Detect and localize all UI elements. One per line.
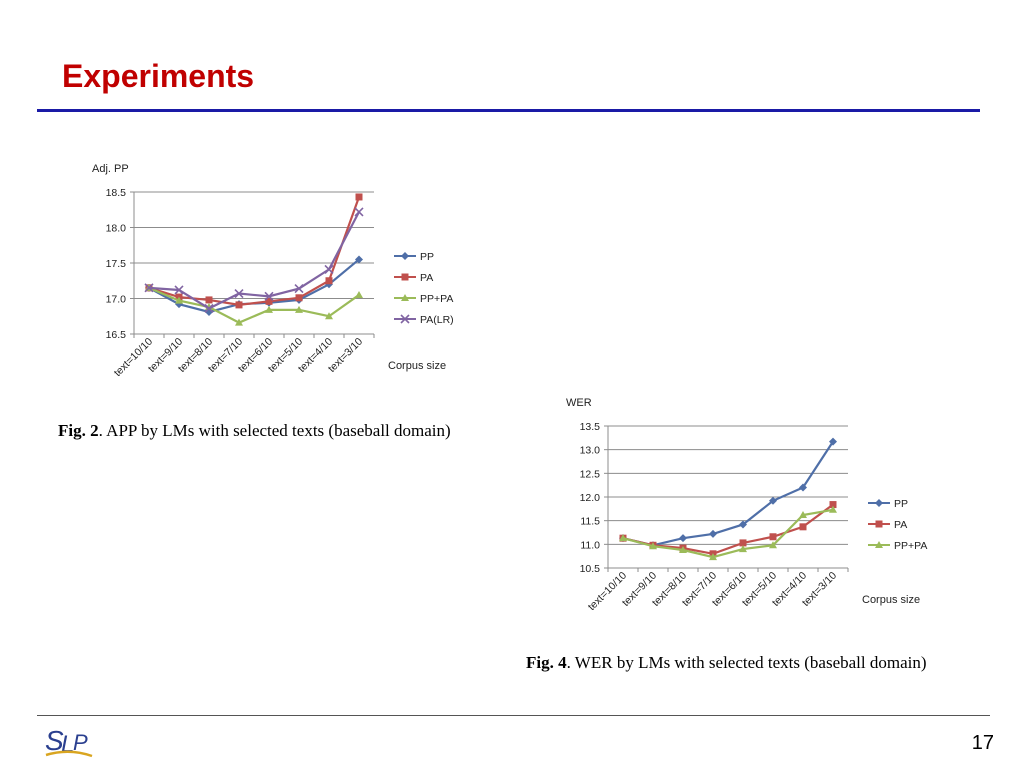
- data-point: [325, 280, 333, 289]
- data-point: [649, 542, 657, 550]
- legend-marker: [875, 541, 883, 548]
- data-point: [295, 305, 303, 313]
- data-point: [709, 529, 717, 538]
- y-tick-label: 13.0: [580, 445, 601, 457]
- data-point: [355, 290, 363, 298]
- title-divider: [37, 109, 980, 112]
- y-axis-label: WER: [566, 397, 592, 409]
- data-point: [799, 483, 807, 492]
- y-tick-label: 11.5: [580, 516, 600, 528]
- y-tick-label: 12.5: [580, 468, 601, 480]
- legend-label: PP+PA: [420, 293, 453, 305]
- x-axis-label: Corpus size: [388, 360, 446, 372]
- data-point: [205, 296, 213, 304]
- data-point: [829, 437, 837, 446]
- data-point: [325, 312, 333, 320]
- series-line-pa(lr): [148, 211, 360, 310]
- svg-text:S: S: [45, 725, 64, 756]
- y-tick-label: 12.0: [580, 492, 601, 504]
- chart-word-error-rate: WER 13.5 13.0 12.5 12.0 11.5 11.0 10.5text=10/1…: [566, 397, 927, 613]
- slp-logo: S L P: [45, 725, 93, 758]
- data-point: [354, 207, 364, 217]
- figure-caption-4: Fig. 4. WER by LMs with selected texts (…: [526, 653, 927, 673]
- legend-label: PP: [894, 498, 908, 510]
- x-tick-label: text=10/10: [112, 336, 155, 379]
- data-point: [265, 305, 273, 313]
- data-point: [294, 283, 304, 294]
- data-point: [679, 546, 687, 554]
- legend-marker: [401, 294, 409, 301]
- data-point: [829, 505, 837, 513]
- y-tick-label: 10.5: [580, 563, 601, 575]
- data-point: [619, 534, 627, 542]
- series-line-pa: [148, 196, 361, 307]
- data-point: [204, 303, 214, 314]
- legend-label: PA: [894, 519, 907, 531]
- figure-caption-2: Fig. 2. APP by LMs with selected texts (…: [58, 421, 451, 441]
- y-tick-label: 11.0: [580, 539, 600, 551]
- caption-label: Fig. 4: [526, 653, 567, 672]
- data-point: [205, 307, 213, 316]
- data-point: [325, 277, 333, 285]
- y-tick-label: 13.5: [580, 421, 601, 433]
- series-line-pp+pa: [622, 508, 834, 559]
- data-point: [739, 545, 747, 553]
- data-point: [265, 297, 273, 305]
- data-point: [144, 283, 154, 293]
- data-point: [235, 301, 243, 309]
- svg-text:P: P: [73, 730, 88, 755]
- data-point: [799, 523, 807, 531]
- data-point: [355, 255, 363, 264]
- page-number: 17: [971, 732, 994, 754]
- legend-marker: [401, 252, 409, 260]
- legend-marker: [875, 499, 883, 507]
- data-point: [709, 553, 717, 561]
- series-line-pp+pa: [148, 286, 360, 324]
- data-point: [295, 294, 303, 302]
- caption-text: . WER by LMs with selected texts (baseba…: [566, 653, 927, 672]
- data-point: [264, 291, 274, 301]
- data-point: [769, 533, 777, 541]
- data-point: [799, 510, 807, 518]
- series-line-pp: [622, 441, 834, 547]
- data-point: [679, 534, 687, 543]
- data-point: [174, 285, 184, 295]
- data-point: [769, 496, 777, 505]
- chart-adjusted-perplexity: Adj. PP18.518.017.517.016.5text=10/10tex…: [92, 163, 454, 379]
- legend-marker: [400, 314, 410, 324]
- data-point: [769, 541, 777, 549]
- data-point: [235, 318, 243, 326]
- caption-text: . APP by LMs with selected texts (baseba…: [98, 421, 451, 440]
- y-tick-label: 16.5: [106, 329, 127, 341]
- y-axis-label: Adj. PP: [92, 163, 129, 175]
- data-point: [175, 296, 183, 304]
- y-tick-label: 18.5: [106, 187, 127, 199]
- y-tick-label: 18.0: [106, 223, 127, 235]
- caption-label: Fig. 2: [58, 421, 99, 440]
- legend-label: PP: [420, 251, 434, 263]
- y-tick-label: 17.5: [106, 258, 127, 270]
- data-point: [234, 288, 244, 299]
- data-point: [739, 539, 747, 547]
- legend-marker: [401, 273, 409, 281]
- data-point: [324, 264, 334, 274]
- legend-label: PA: [420, 272, 433, 284]
- footer-divider: [37, 715, 990, 716]
- y-tick-label: 17.0: [106, 294, 127, 306]
- data-point: [829, 501, 837, 509]
- x-axis-label: Corpus size: [862, 594, 920, 606]
- slide-title: Experiments: [62, 58, 255, 94]
- legend-label: PP+PA: [894, 540, 927, 552]
- data-point: [355, 193, 363, 201]
- legend-marker: [875, 520, 883, 528]
- data-point: [739, 520, 747, 529]
- legend-label: PA(LR): [420, 314, 454, 326]
- x-tick-label: text=10/10: [586, 570, 629, 613]
